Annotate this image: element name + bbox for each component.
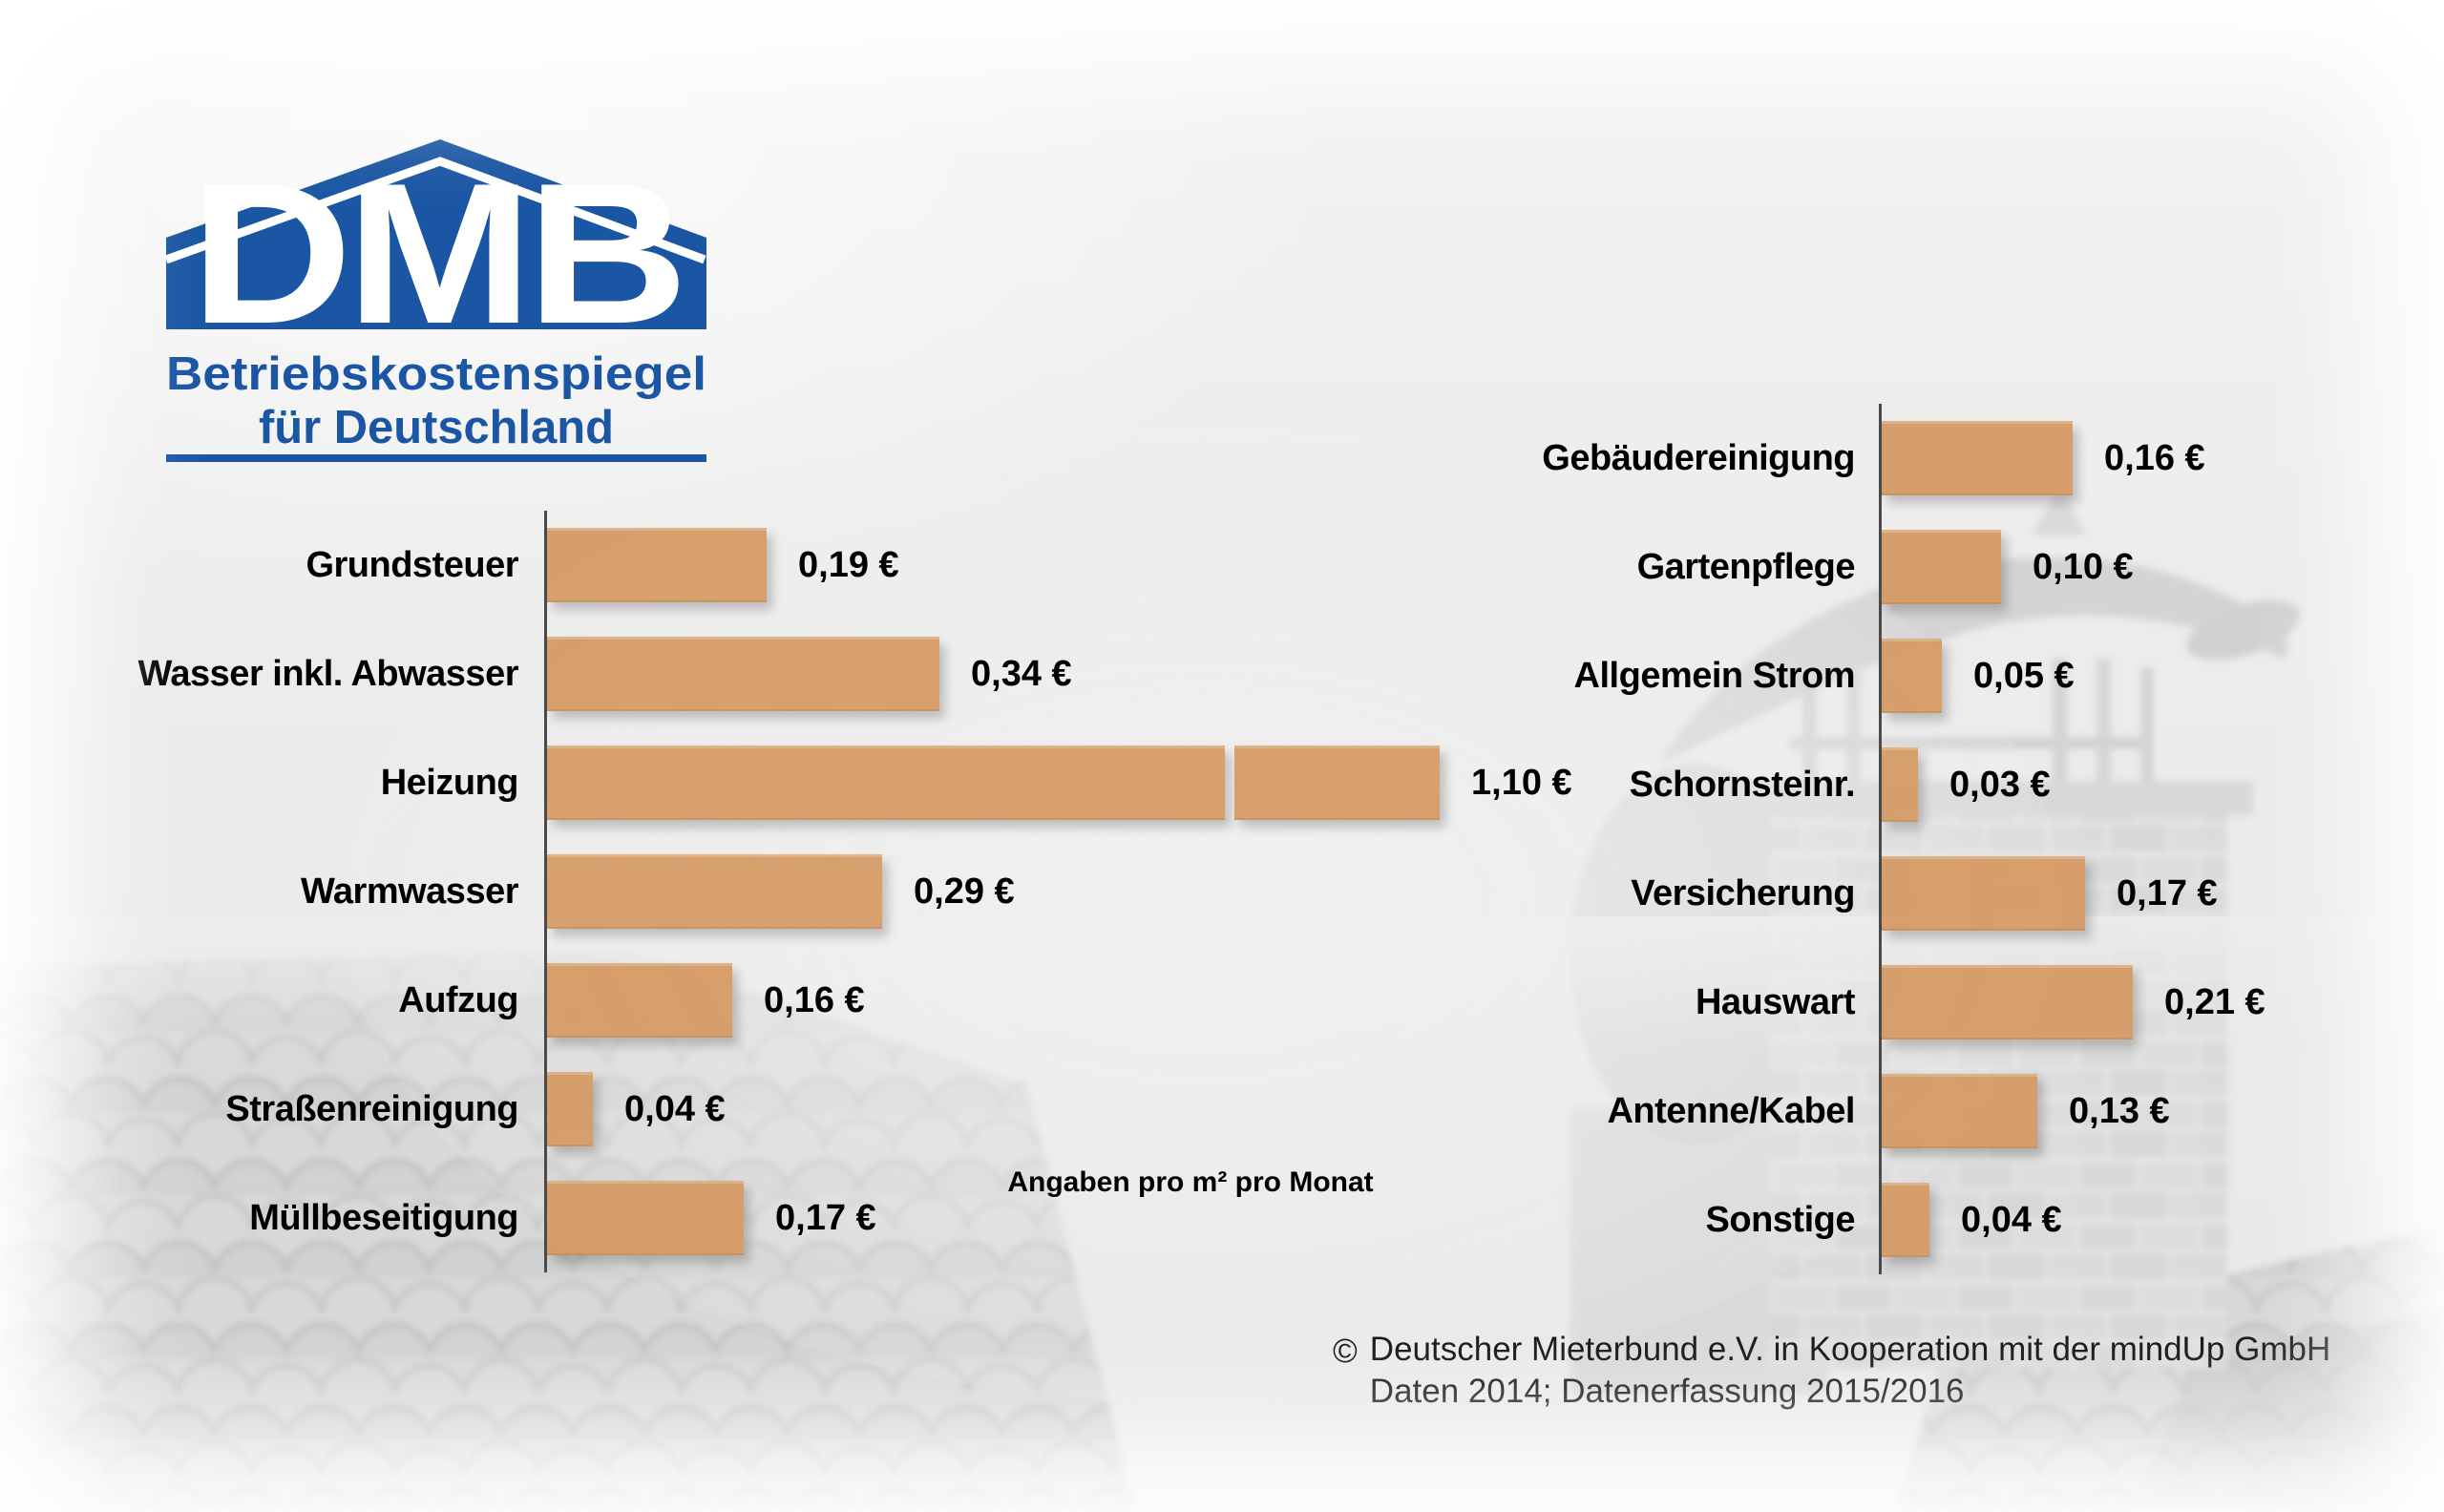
bar-zone: 0,10 € (1879, 513, 2444, 621)
bar (547, 1181, 744, 1255)
footer-line1: Deutscher Mieterbund e.V. in Kooperation… (1369, 1331, 2331, 1368)
bar-zone: 0,05 € (1879, 621, 2444, 730)
bar-zone: 0,17 € (544, 1164, 1604, 1272)
category-label: Gebäudereinigung (1542, 438, 1855, 478)
category-label: Wasser inkl. Abwasser (137, 654, 518, 694)
unit-note: Angaben pro m² pro Monat (1007, 1166, 1374, 1198)
logo-subtitle-line2: für Deutschland (259, 402, 614, 453)
bar-zone: 0,16 € (544, 946, 1604, 1055)
bar-zone: 0,04 € (544, 1055, 1604, 1164)
value-label: 0,16 € (764, 979, 865, 1020)
category-label: Antenne/Kabel (1607, 1091, 1855, 1131)
bar (1882, 1183, 1929, 1257)
value-label: 0,34 € (971, 653, 1072, 694)
bar-zone: 0,16 € (1879, 404, 2444, 513)
chart-row: Hauswart 0,21 € (1260, 948, 2444, 1057)
value-label: 0,05 € (1973, 655, 2075, 696)
bar (1882, 530, 2001, 604)
bar (547, 854, 882, 929)
bar (547, 1072, 593, 1146)
bar (1882, 747, 1918, 822)
category-label: Grundsteuer (306, 545, 518, 585)
bar-segment (1234, 746, 1440, 820)
bar-zone: 1,10 € (544, 728, 1604, 837)
bar-zone: 0,34 € (544, 620, 1604, 728)
bar-zone: 0,17 € (1879, 839, 2444, 948)
category-label: Heizung (380, 763, 519, 803)
bar-zone: 0,13 € (1879, 1057, 2444, 1166)
category-label: Warmwasser (300, 872, 519, 912)
chart-row: Versicherung 0,17 € (1260, 839, 2444, 948)
dmb-roof-stripe (164, 157, 706, 264)
value-label: 0,17 € (2117, 872, 2218, 914)
bar (1882, 421, 2073, 495)
category-label: Gartenpflege (1636, 547, 1856, 587)
chart-row: Allgemein Strom 0,05 € (1260, 621, 2444, 730)
footer-line2: Daten 2014; Datenerfassung 2015/2016 (1369, 1373, 1965, 1411)
value-label: 0,03 € (1949, 764, 2051, 805)
chart-row: Antenne/Kabel 0,13 € (1260, 1057, 2444, 1166)
bar (1882, 965, 2133, 1040)
value-label: 0,04 € (624, 1088, 726, 1129)
chart-row: Aufzug 0,16 € (0, 946, 1604, 1055)
chart-row: Grundsteuer 0,19 € (0, 511, 1604, 620)
category-label: Schornsteinr. (1629, 765, 1856, 805)
logo-underline (166, 454, 706, 462)
value-label: 0,29 € (914, 871, 1015, 912)
value-label: 0,19 € (798, 544, 899, 585)
copyright-footer: © Deutscher Mieterbund e.V. in Kooperati… (1333, 1329, 2330, 1414)
dmb-logo: DMB Betriebskostenspiegel für Deutschlan… (164, 139, 706, 462)
chart-row: Warmwasser 0,29 € (0, 837, 1604, 946)
chart-row: Wasser inkl. Abwasser 0,34 € (0, 620, 1604, 728)
value-label: 0,16 € (2104, 437, 2205, 478)
value-label: 1,10 € (1471, 762, 1572, 803)
dmb-acronym: DMB (191, 141, 683, 366)
chart-row: Heizung 1,10 € (0, 728, 1604, 837)
category-label: Versicherung (1631, 873, 1855, 914)
chart-row: Müllbeseitigung 0,17 € (0, 1164, 1604, 1272)
bar (1882, 639, 1942, 713)
value-label: 0,10 € (2033, 546, 2134, 587)
bar-zone: 0,19 € (544, 511, 1604, 620)
chart-row: Sonstige 0,04 € (1260, 1166, 2444, 1274)
category-label: Aufzug (398, 980, 518, 1020)
chart-row: Gebäudereinigung 0,16 € (1260, 404, 2444, 513)
bar-zone: 0,03 € (1879, 730, 2444, 839)
category-label: Sonstige (1705, 1200, 1856, 1240)
value-label: 0,21 € (2164, 981, 2265, 1022)
category-label: Hauswart (1695, 982, 1856, 1022)
bar (547, 637, 939, 711)
dmb-house-icon (166, 139, 706, 329)
bar-zone: 0,21 € (1879, 948, 2444, 1057)
bar (1882, 1074, 2037, 1148)
category-label: Müllbeseitigung (249, 1198, 518, 1238)
chart-row: Straßenreinigung 0,04 € (0, 1055, 1604, 1164)
operating-costs-chart-right: Gebäudereinigung 0,16 € Gartenpflege 0,10 €… (1260, 404, 2444, 1274)
bar (547, 528, 767, 602)
bar (547, 963, 732, 1038)
copyright-icon: © (1333, 1333, 1358, 1370)
bar-zone: 0,29 € (544, 837, 1604, 946)
value-label: 0,17 € (775, 1197, 876, 1238)
value-label: 0,13 € (2069, 1090, 2170, 1131)
chart-row: Schornsteinr. 0,03 € (1260, 730, 2444, 839)
bar (1882, 856, 2085, 931)
value-label: 0,04 € (1961, 1199, 2062, 1240)
bar-segment (547, 746, 1225, 820)
operating-costs-chart-left: Grundsteuer 0,19 € Wasser inkl. Abwasser 0,… (0, 511, 1604, 1272)
category-label: Allgemein Strom (1573, 656, 1856, 696)
category-label: Straßenreinigung (225, 1089, 518, 1129)
chart-row: Gartenpflege 0,10 € (1260, 513, 2444, 621)
bar-zone: 0,04 € (1879, 1166, 2444, 1274)
logo-subtitle-line1: Betriebskostenspiegel (166, 348, 706, 400)
